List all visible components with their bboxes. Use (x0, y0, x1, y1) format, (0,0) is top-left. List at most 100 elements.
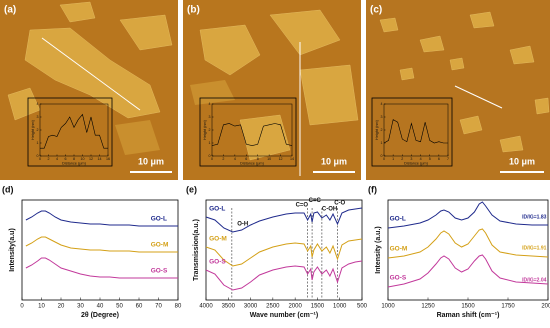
x-tick-label: 70 (155, 304, 162, 310)
x-tick-label: 40 (97, 304, 104, 310)
series-label: GO-M (151, 242, 169, 249)
series-line (387, 201, 548, 229)
image-label: (a) (4, 5, 16, 16)
series-line (25, 257, 178, 279)
series-line (211, 123, 293, 146)
y-tick-label: 3 (209, 115, 211, 119)
x-tick-label: 14 (290, 157, 294, 161)
y-axis-label: Transmission(a.u.) (193, 219, 200, 281)
x-tick-label: 12 (279, 157, 283, 161)
y-tick-label: 1 (37, 141, 39, 145)
panel-label: (f) (368, 184, 377, 194)
x-tick-label: 12 (89, 157, 93, 161)
x-tick-label: 4000 (199, 304, 213, 310)
x-tick-label: 0 (39, 157, 41, 161)
x-axis-label: Distance (μm) (404, 162, 428, 166)
scale-bar-label: 10 μm (138, 156, 164, 166)
y-tick-label: 0 (37, 154, 39, 158)
y-tick-label: 2 (381, 128, 383, 132)
series-line (383, 119, 448, 144)
series-line (387, 254, 549, 288)
annotation: O-H (237, 222, 248, 228)
y-tick-label: 4 (37, 102, 39, 106)
panel-label: (e) (186, 184, 197, 194)
x-tick-label: 1500 (461, 304, 475, 310)
x-tick-label: 60 (136, 304, 143, 310)
x-tick-label: 2500 (266, 304, 280, 310)
x-tick-label: 1000 (381, 304, 395, 310)
x-tick-label: 50 (116, 304, 123, 310)
series-label: GO-M (209, 236, 227, 243)
afm-image-b: (b) 10 μm (183, 0, 361, 180)
series-line (205, 207, 363, 233)
x-tick-label: 2 (401, 157, 403, 161)
x-tick-label: 7 (447, 157, 449, 161)
y-axis-label: Intensity(a.u) (9, 228, 16, 272)
x-tick-label: 6 (438, 157, 440, 161)
x-tick-label: 16 (106, 157, 110, 161)
y-tick-label: 2 (209, 128, 211, 132)
image-label: (b) (187, 5, 200, 16)
x-tick-label: 1250 (421, 304, 435, 310)
x-tick-label: 10 (81, 157, 85, 161)
series-line (25, 236, 178, 253)
series-label: GO-L (390, 216, 406, 223)
y-tick-label: 3 (37, 115, 39, 119)
y-axis-label: Height (nm) (375, 119, 379, 140)
y-tick-label: 4 (209, 102, 211, 106)
x-axis-label: 2θ (Degree) (81, 312, 119, 319)
series-label: GO-S (209, 259, 226, 266)
x-tick-label: 1000 (333, 304, 347, 310)
x-tick-label: 2 (48, 157, 50, 161)
series-line (40, 113, 108, 149)
x-tick-label: 30 (77, 304, 84, 310)
x-tick-label: 0 (383, 157, 385, 161)
x-tick-label: 2 (222, 157, 224, 161)
x-axis-label: Wave number (cm⁻¹) (250, 312, 318, 319)
afm-image-a: (a) 10 μm (0, 0, 178, 180)
scale-bar-label: 10 μm (321, 156, 347, 166)
x-tick-label: 4 (56, 157, 58, 161)
x-tick-label: 2000 (288, 304, 302, 310)
series-label: GO-S (390, 275, 407, 282)
annotation: C-O (334, 201, 345, 207)
panel-label: (d) (2, 184, 14, 194)
afm-image-c: (c) 10 μm (366, 0, 550, 180)
x-axis-label: Raman shift (cm⁻¹) (437, 312, 500, 319)
y-tick-label: 3 (381, 115, 383, 119)
x-tick-label: 3500 (222, 304, 236, 310)
x-tick-label: 8 (73, 157, 75, 161)
series-label: GO-M (390, 246, 408, 253)
x-tick-label: 8 (257, 157, 259, 161)
x-tick-label: 500 (357, 304, 368, 310)
x-tick-label: 3 (410, 157, 412, 161)
y-tick-label: 1 (381, 141, 383, 145)
annotation: C=O (296, 203, 309, 209)
x-tick-label: 6 (65, 157, 67, 161)
x-tick-label: 4 (420, 157, 422, 161)
image-label: (c) (370, 5, 382, 16)
y-axis-label: Height (nm) (31, 119, 35, 140)
series-label: GO-L (209, 206, 225, 213)
plot-frame (205, 199, 363, 301)
x-tick-label: 6 (245, 157, 247, 161)
y-tick-label: 0 (209, 154, 211, 158)
y-axis-label: Height (nm) (203, 119, 207, 140)
series-line (205, 238, 363, 267)
y-axis-label: Intensity (a.u.) (375, 226, 382, 273)
annotation: ID/IG=1.83 (522, 214, 547, 220)
annotation: C=C (309, 198, 322, 204)
series-label: GO-L (151, 216, 167, 223)
scale-bar-label: 10 μm (509, 156, 535, 166)
x-tick-label: 10 (38, 304, 45, 310)
x-tick-label: 4 (234, 157, 236, 161)
series-line (25, 210, 178, 227)
annotation: ID/IG=1.91 (522, 245, 547, 251)
series-line (387, 228, 549, 259)
x-tick-label: 1 (392, 157, 394, 161)
annotation: ID/IG=2.04 (522, 277, 547, 283)
y-tick-label: 0 (381, 154, 383, 158)
x-tick-label: 20 (58, 304, 65, 310)
x-tick-label: 0 (211, 157, 213, 161)
y-tick-label: 4 (381, 102, 383, 106)
